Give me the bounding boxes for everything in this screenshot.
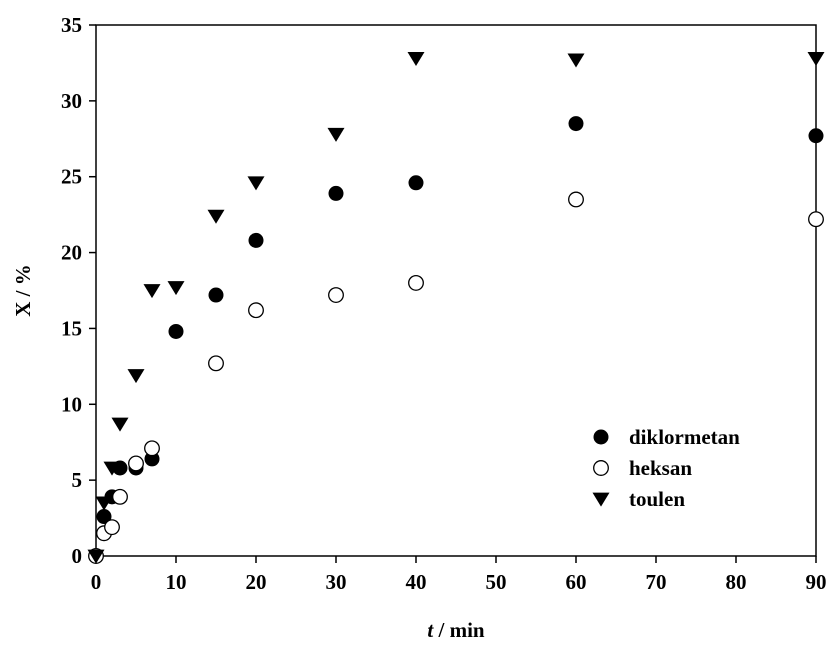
data-point-toulen [327, 127, 345, 142]
legend: diklormetan heksan toulen [592, 425, 740, 511]
legend-marker-diklormetan [593, 429, 609, 445]
series-heksan [88, 191, 824, 564]
x-tick-label: 70 [646, 570, 667, 594]
x-tick-label: 50 [486, 570, 507, 594]
x-tick-label: 60 [566, 570, 587, 594]
data-point-heksan [112, 488, 128, 505]
data-point-heksan [568, 191, 584, 208]
data-point-toulen [87, 549, 105, 564]
data-point-heksan [328, 287, 344, 304]
data-point-heksan [408, 274, 424, 291]
x-tick-label: 10 [166, 570, 187, 594]
y-tick-label: 20 [61, 241, 82, 265]
y-axis: 0 5 10 15 20 25 30 35 [61, 13, 96, 568]
data-point-toulen [143, 284, 161, 299]
x-axis-title: t / min [427, 618, 485, 642]
legend-label-diklormetan: diklormetan [629, 425, 740, 449]
data-point-diklormetan [408, 175, 424, 191]
data-point-heksan [104, 519, 120, 536]
data-point-toulen [407, 52, 425, 67]
data-point-heksan [808, 211, 824, 228]
data-point-toulen [167, 281, 185, 296]
x-tick-label: 80 [726, 570, 747, 594]
series-diklormetan [88, 116, 824, 564]
data-point-diklormetan [568, 116, 584, 132]
data-point-diklormetan [248, 232, 264, 248]
data-point-heksan [128, 455, 144, 472]
plot-frame [95, 24, 817, 557]
data-point-heksan [248, 302, 264, 319]
data-point-toulen [103, 461, 121, 476]
legend-label-heksan: heksan [629, 456, 692, 480]
y-tick-label: 10 [61, 392, 82, 416]
x-tick-label: 0 [91, 570, 102, 594]
y-tick-label: 15 [61, 316, 82, 340]
data-point-diklormetan [328, 185, 344, 201]
x-tick-label: 20 [246, 570, 267, 594]
y-tick-label: 25 [61, 165, 82, 189]
y-tick-label: 0 [72, 544, 83, 568]
data-point-diklormetan [96, 509, 112, 525]
plot-area: 0 10 20 30 40 50 60 70 80 90 0 5 10 15 20 25 30 35 [61, 13, 827, 594]
legend-marker-toulen [592, 492, 610, 507]
x-axis-title-rest: / min [433, 618, 485, 642]
x-tick-label: 30 [326, 570, 347, 594]
data-point-toulen [807, 52, 825, 67]
data-point-diklormetan [168, 323, 184, 339]
y-tick-label: 30 [61, 89, 82, 113]
series-layer [87, 52, 825, 564]
data-point-heksan [208, 355, 224, 372]
data-point-toulen [127, 369, 145, 384]
series-toulen [87, 52, 825, 564]
data-point-diklormetan [208, 287, 224, 303]
y-tick-label: 5 [72, 468, 83, 492]
data-point-heksan [144, 440, 160, 457]
data-point-toulen [247, 176, 265, 191]
legend-marker-heksan [593, 460, 609, 476]
data-point-toulen [111, 417, 129, 432]
data-point-toulen [567, 53, 585, 68]
legend-label-toulen: toulen [629, 487, 685, 511]
data-point-toulen [207, 209, 225, 224]
y-axis-title: X / % [11, 264, 35, 317]
data-point-toulen [95, 496, 113, 511]
x-axis-title-italic: t [427, 618, 434, 642]
y-tick-label: 35 [61, 13, 82, 37]
data-point-diklormetan [808, 128, 824, 144]
x-tick-label: 90 [806, 570, 827, 594]
x-tick-label: 40 [406, 570, 427, 594]
x-axis: 0 10 20 30 40 50 60 70 80 90 [91, 556, 827, 594]
